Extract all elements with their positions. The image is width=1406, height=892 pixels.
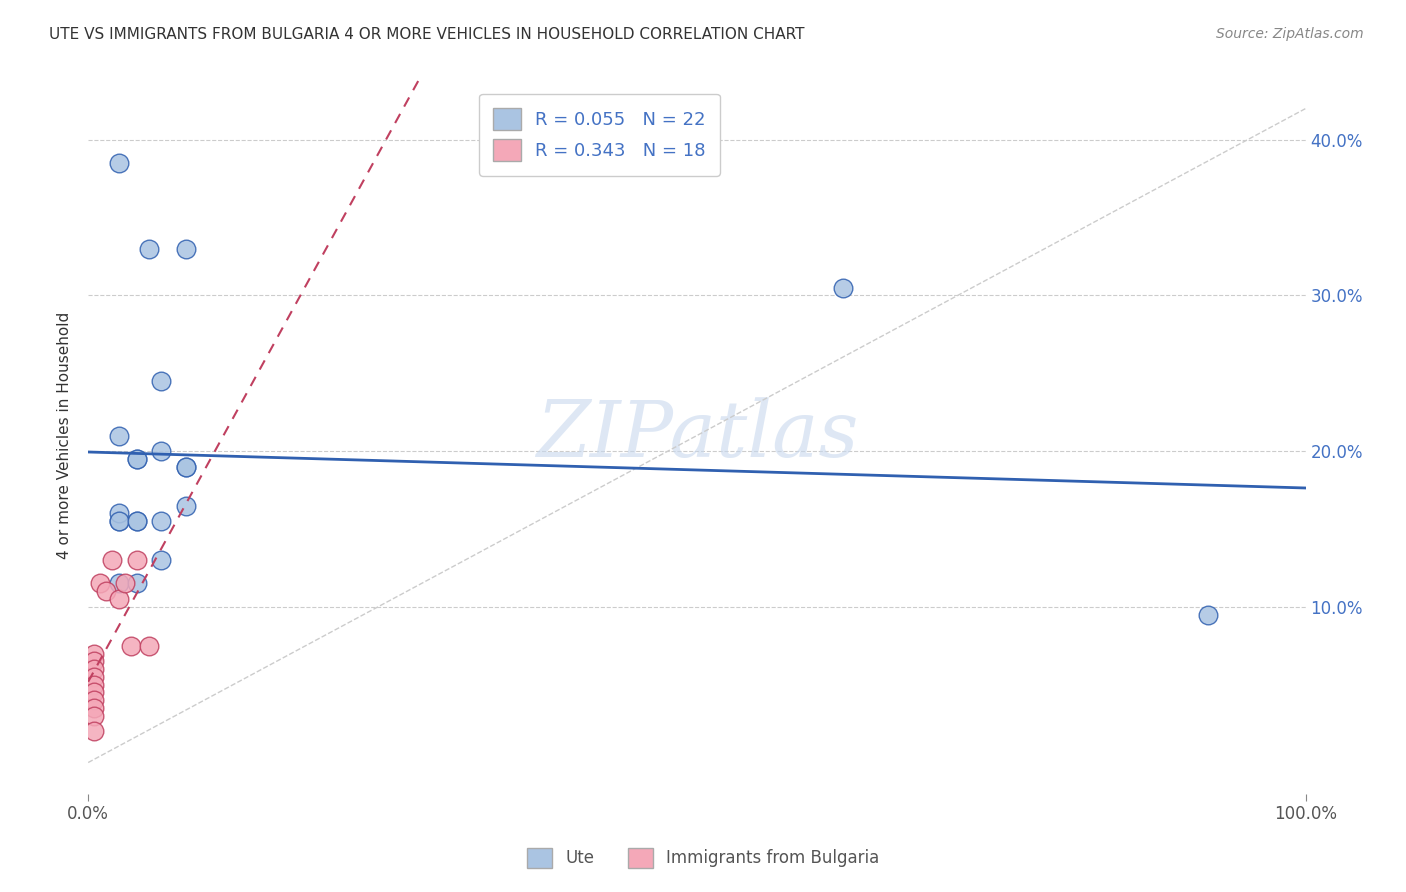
Point — [83, 670, 105, 684]
Point — [83, 685, 105, 699]
Point — [125, 514, 148, 528]
Point — [107, 156, 129, 170]
Point — [138, 639, 160, 653]
Point — [83, 662, 105, 676]
Text: Source: ZipAtlas.com: Source: ZipAtlas.com — [1216, 27, 1364, 41]
Point — [125, 514, 148, 528]
Point — [107, 514, 129, 528]
Point — [83, 693, 105, 707]
Point — [150, 374, 173, 388]
Point — [1197, 607, 1219, 622]
Point — [174, 459, 197, 474]
Point — [150, 514, 173, 528]
Point — [150, 553, 173, 567]
Point — [150, 444, 173, 458]
Point — [101, 553, 124, 567]
Point — [107, 507, 129, 521]
Point — [107, 514, 129, 528]
Legend: Ute, Immigrants from Bulgaria: Ute, Immigrants from Bulgaria — [520, 841, 886, 875]
Point — [174, 242, 197, 256]
Point — [125, 451, 148, 466]
Point — [83, 678, 105, 692]
Point — [89, 576, 111, 591]
Point — [83, 701, 105, 715]
Y-axis label: 4 or more Vehicles in Household: 4 or more Vehicles in Household — [58, 312, 72, 559]
Text: ZIPatlas: ZIPatlas — [536, 398, 858, 474]
Point — [107, 576, 129, 591]
Point — [83, 708, 105, 723]
Point — [83, 654, 105, 668]
Point — [83, 724, 105, 739]
Text: UTE VS IMMIGRANTS FROM BULGARIA 4 OR MORE VEHICLES IN HOUSEHOLD CORRELATION CHAR: UTE VS IMMIGRANTS FROM BULGARIA 4 OR MOR… — [49, 27, 804, 42]
Point — [138, 242, 160, 256]
Point — [174, 459, 197, 474]
Point — [107, 592, 129, 607]
Legend: R = 0.055   N = 22, R = 0.343   N = 18: R = 0.055 N = 22, R = 0.343 N = 18 — [479, 94, 720, 176]
Point — [107, 428, 129, 442]
Point — [125, 576, 148, 591]
Point — [125, 553, 148, 567]
Point — [96, 584, 118, 599]
Point — [174, 499, 197, 513]
Point — [120, 639, 142, 653]
Point — [114, 576, 136, 591]
Point — [832, 280, 855, 294]
Point — [83, 647, 105, 661]
Point — [125, 451, 148, 466]
